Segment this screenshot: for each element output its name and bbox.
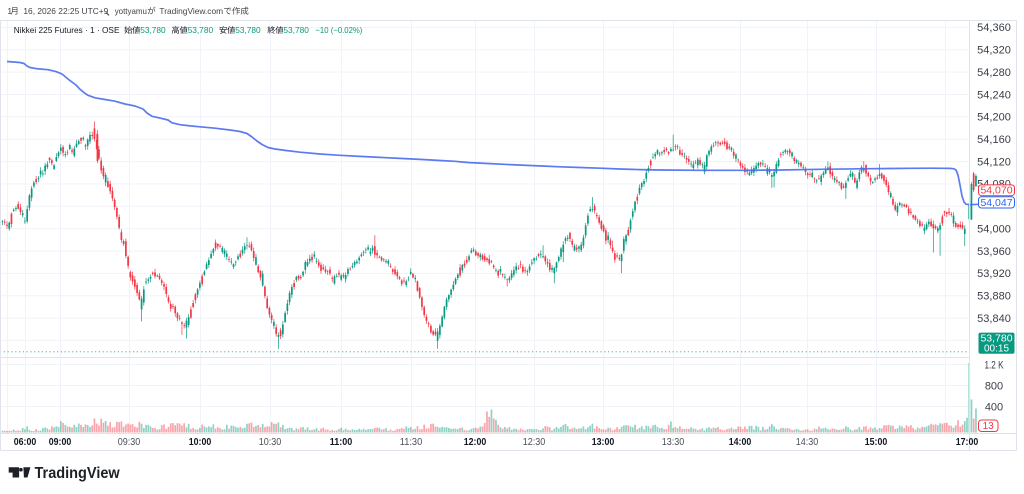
- svg-text:54,360: 54,360: [977, 22, 1011, 34]
- svg-text:Nikkei 225 Futures · 1 · OSE: Nikkei 225 Futures · 1 · OSE: [14, 25, 120, 35]
- svg-text:53,780: 53,780: [188, 25, 214, 35]
- svg-text:11:00: 11:00: [330, 437, 353, 448]
- svg-text:53,960: 53,960: [977, 246, 1011, 258]
- svg-text:54,280: 54,280: [977, 67, 1011, 79]
- svg-text:16, 2026 22:25 UTC+9: 16, 2026 22:25 UTC+9: [23, 6, 108, 16]
- svg-text:1.2 K: 1.2 K: [985, 359, 1004, 371]
- svg-text:400: 400: [985, 401, 1003, 413]
- svg-text:54,000: 54,000: [977, 223, 1011, 235]
- svg-text:13:30: 13:30: [662, 437, 685, 448]
- svg-text:53,880: 53,880: [977, 291, 1011, 303]
- svg-text:53,920: 53,920: [977, 268, 1011, 280]
- svg-text:TradingView: TradingView: [35, 465, 121, 482]
- svg-text:11:30: 11:30: [400, 437, 423, 448]
- svg-text:13:00: 13:00: [592, 437, 615, 448]
- svg-text:54,070: 54,070: [980, 185, 1012, 197]
- svg-text:53,780: 53,780: [235, 25, 261, 35]
- svg-text:10:00: 10:00: [189, 437, 212, 448]
- svg-text:54,320: 54,320: [977, 45, 1011, 57]
- svg-text:17:00: 17:00: [956, 437, 979, 448]
- svg-text:53,780: 53,780: [140, 25, 166, 35]
- svg-text:09:00: 09:00: [49, 437, 72, 448]
- svg-text:54,200: 54,200: [977, 112, 1011, 124]
- svg-text:−10 (−0.02%): −10 (−0.02%): [315, 25, 362, 35]
- svg-text:54,160: 54,160: [977, 134, 1011, 146]
- svg-text:yottyamu: yottyamu: [115, 6, 147, 16]
- svg-text:13: 13: [983, 421, 995, 432]
- svg-text:800: 800: [985, 380, 1003, 392]
- svg-text:00:15: 00:15: [984, 344, 1009, 355]
- svg-text:09:30: 09:30: [118, 437, 141, 448]
- svg-text:14:30: 14:30: [796, 437, 819, 448]
- svg-text:53,780: 53,780: [283, 25, 309, 35]
- svg-text:12:30: 12:30: [523, 437, 546, 448]
- svg-text:15:00: 15:00: [865, 437, 888, 448]
- svg-text:06:00: 06:00: [14, 437, 37, 448]
- svg-text:54,120: 54,120: [977, 156, 1011, 168]
- svg-text:14:00: 14:00: [729, 437, 752, 448]
- svg-text:12:00: 12:00: [464, 437, 487, 448]
- svg-text:54,240: 54,240: [977, 89, 1011, 101]
- svg-text:53,840: 53,840: [977, 313, 1011, 325]
- svg-text:54,047: 54,047: [980, 197, 1012, 209]
- svg-text:1: 1: [7, 6, 12, 16]
- svg-text:10:30: 10:30: [259, 437, 282, 448]
- svg-text:TradingView.com: TradingView.com: [159, 6, 223, 16]
- svg-text:53,780: 53,780: [980, 333, 1012, 345]
